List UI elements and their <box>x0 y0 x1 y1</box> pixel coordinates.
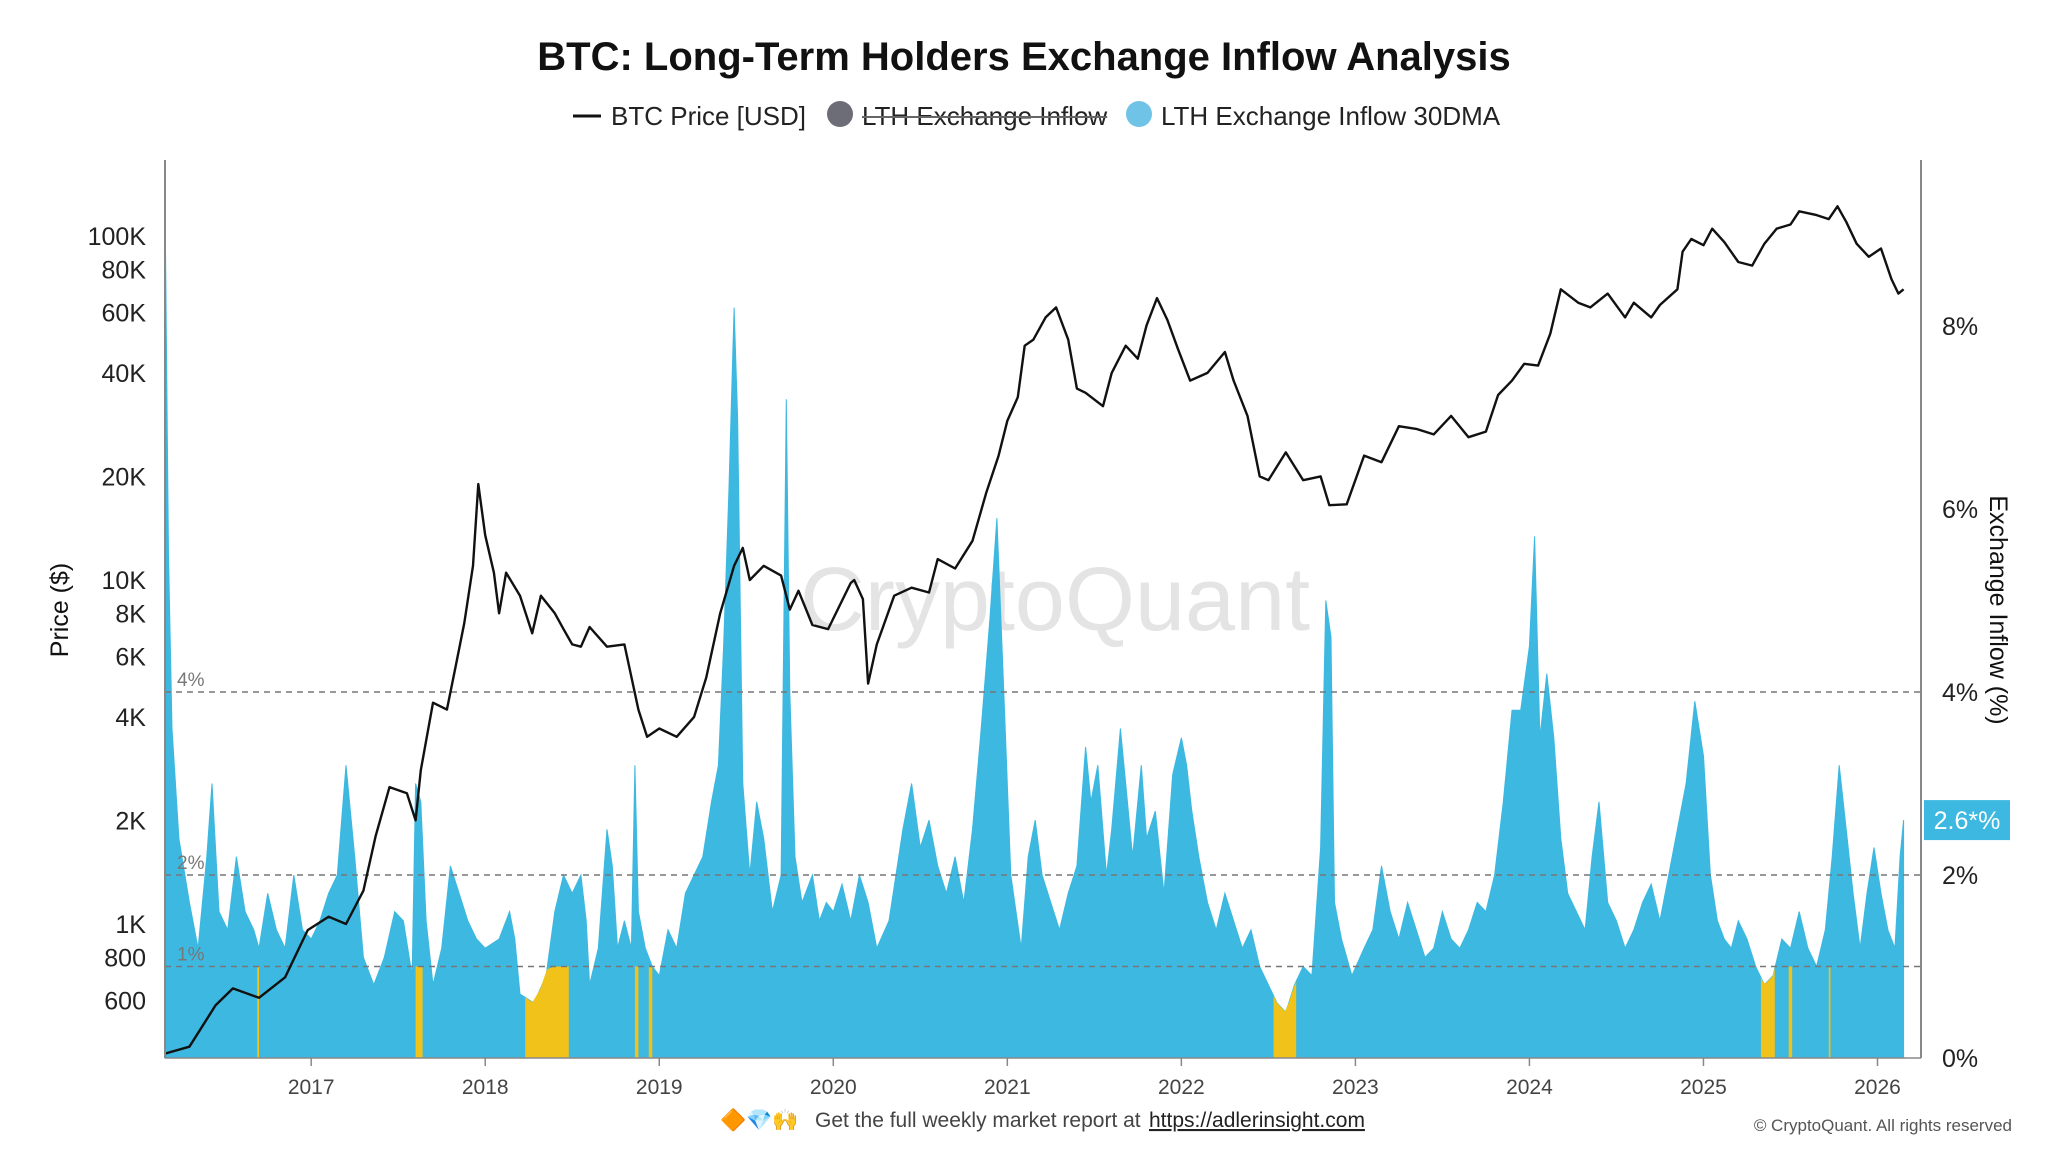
low-inflow-period <box>648 966 653 1058</box>
reference-lines: 4% 2% 1% <box>165 670 1921 968</box>
footer-text: Get the full weekly market report at <box>815 1109 1141 1132</box>
x-tick-label: 2018 <box>462 1076 509 1099</box>
right-axis-ticks: 8% 6% 4% 2% 0% <box>1942 313 1978 1073</box>
x-tick-label: 2023 <box>1332 1076 1379 1099</box>
legend-circle-marker <box>827 101 853 127</box>
legend-label-btc-price: BTC Price [USD] <box>611 101 806 131</box>
low-inflow-period <box>525 966 569 1058</box>
watermark: CryptoQuant <box>800 550 1310 650</box>
left-tick-label: 8K <box>115 600 146 628</box>
footer: 🔶💎🙌 Get the full weekly market report at… <box>720 1107 1365 1132</box>
left-tick-label: 4K <box>115 704 146 732</box>
price-line-layer <box>164 205 1905 1055</box>
low-inflow-period <box>1760 968 1775 1058</box>
left-tick-label: 80K <box>102 256 147 284</box>
reference-line-label: 4% <box>177 670 205 691</box>
btc-price-line <box>164 205 1905 1055</box>
legend-item-lth-inflow[interactable]: LTH Exchange Inflow <box>827 101 1107 131</box>
chart-title: BTC: Long-Term Holders Exchange Inflow A… <box>537 35 1510 79</box>
legend-item-btc-price[interactable]: BTC Price [USD] <box>573 101 806 131</box>
x-tick-label: 2022 <box>1158 1076 1205 1099</box>
footer-link[interactable]: https://adlerinsight.com <box>1149 1109 1365 1132</box>
right-axis-title: Exchange Inflow (%) <box>1984 495 2012 724</box>
right-tick-label: 0% <box>1942 1045 1978 1073</box>
low-inflow-period <box>257 966 259 1058</box>
left-axis-title: Price ($) <box>46 563 74 657</box>
copyright: © CryptoQuant. All rights reserved <box>1754 1116 2012 1135</box>
legend-item-lth-inflow-30dma[interactable]: LTH Exchange Inflow 30DMA <box>1126 101 1501 131</box>
left-tick-label: 60K <box>102 299 147 327</box>
x-tick-label: 2024 <box>1506 1076 1553 1099</box>
badge-value: 2.6*% <box>1934 807 2001 835</box>
x-tick-label: 2025 <box>1680 1076 1727 1099</box>
footer-emoji: 🔶💎🙌 <box>720 1107 798 1132</box>
legend: BTC Price [USD] LTH Exchange Inflow LTH … <box>573 101 1501 131</box>
legend-label-lth-inflow-30dma: LTH Exchange Inflow 30DMA <box>1161 101 1501 131</box>
right-tick-label: 4% <box>1942 679 1978 707</box>
low-inflow-period <box>634 966 639 1058</box>
left-axis-ticks: 100K 80K 60K 40K 20K 10K 8K 6K 4K 2K 1K 800 600 <box>88 223 147 1015</box>
right-tick-label: 2% <box>1942 862 1978 890</box>
x-tick-label: 2026 <box>1854 1076 1901 1099</box>
left-tick-label: 20K <box>102 463 147 491</box>
x-tick-label: 2017 <box>288 1076 335 1099</box>
badge-background <box>1924 800 2010 841</box>
reference-line-label: 1% <box>177 945 205 966</box>
low-inflow-period <box>1828 966 1831 1058</box>
right-tick-label: 8% <box>1942 313 1978 341</box>
x-tick-label: 2021 <box>984 1076 1031 1099</box>
x-tick-label: 2020 <box>810 1076 857 1099</box>
left-tick-label: 6K <box>115 643 146 671</box>
left-tick-label: 10K <box>102 567 147 595</box>
low-inflow-period <box>1788 966 1793 1058</box>
left-tick-label: 100K <box>88 223 147 251</box>
left-tick-label: 1K <box>115 911 146 939</box>
left-tick-label: 2K <box>115 807 146 835</box>
reference-line-label: 2% <box>177 853 205 874</box>
left-tick-label: 600 <box>104 987 146 1015</box>
right-tick-label: 6% <box>1942 496 1978 524</box>
x-tick-label: 2019 <box>636 1076 683 1099</box>
low-inflow-period <box>1273 981 1297 1058</box>
current-value-badge: 2.6*% <box>1924 800 2010 841</box>
legend-circle-marker <box>1126 101 1152 127</box>
x-axis-ticks: 2017 2018 2019 2020 2021 2022 2023 2024 2025 2026 <box>288 1058 1901 1099</box>
left-tick-label: 800 <box>104 944 146 972</box>
low-inflow-period <box>415 966 423 1058</box>
left-tick-label: 40K <box>102 360 147 388</box>
